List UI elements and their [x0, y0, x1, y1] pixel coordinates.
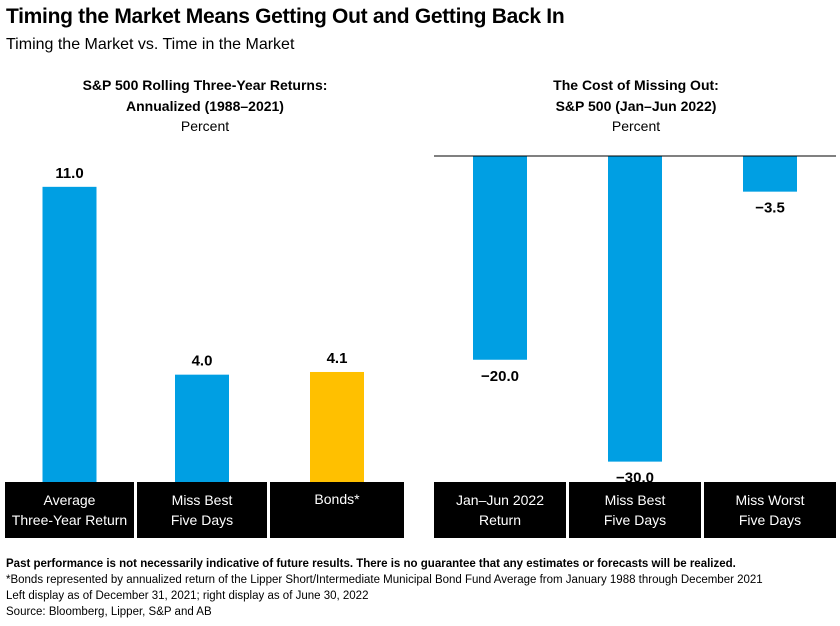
left-category-label: Five Days [171, 512, 233, 528]
left-value-label: 4.0 [192, 353, 213, 370]
left-panel-title: S&P 500 Rolling Three-Year Returns: Annu… [0, 75, 410, 117]
left-panel-title-line-1: S&P 500 Rolling Three-Year Returns: [82, 77, 328, 93]
right-value-label: −3.5 [755, 200, 785, 217]
right-category-label: Miss Best [605, 492, 666, 508]
left-panel-title-line-2: Annualized (1988–2021) [126, 98, 284, 114]
right-category-label: Miss Worst [736, 492, 805, 508]
right-category-cell [434, 482, 566, 538]
right-value-label: −20.0 [481, 368, 519, 385]
right-category-cell [569, 482, 701, 538]
right-category-label: Five Days [604, 512, 666, 528]
left-bar [310, 371, 364, 482]
bonds-footnote: *Bonds represented by annualized return … [6, 574, 763, 586]
right-bar [743, 156, 797, 192]
right-category-label: Jan–Jun 2022 [456, 492, 544, 508]
source-note: Source: Bloomberg, Lipper, S&P and AB [6, 606, 212, 618]
left-bar [175, 374, 229, 482]
right-category-label: Return [479, 512, 521, 528]
left-category-label: Miss Best [172, 492, 233, 508]
left-category-cell [270, 482, 404, 538]
left-category-label: Average [44, 492, 96, 508]
left-bar [42, 186, 97, 483]
right-panel-title-line-2: S&P 500 (Jan–Jun 2022) [555, 98, 717, 114]
disclaimer-note: Past performance is not necessarily indi… [6, 558, 736, 570]
left-category-label: Three-Year Return [12, 512, 127, 528]
right-value-label: −30.0 [616, 470, 654, 487]
right-bar [473, 156, 527, 360]
right-category-label: Five Days [739, 512, 801, 528]
chart-title: Timing the Market Means Getting Out and … [6, 5, 565, 28]
left-panel-unit: Percent [180, 118, 230, 134]
right-panel-title: The Cost of Missing Out: S&P 500 (Jan–Ju… [434, 75, 838, 117]
display-date-note: Left display as of December 31, 2021; ri… [6, 590, 369, 602]
left-value-label: 11.0 [55, 165, 83, 182]
left-value-label: 4.1 [327, 350, 348, 367]
right-panel-title-line-1: The Cost of Missing Out: [553, 77, 719, 93]
right-category-cell [704, 482, 836, 538]
chart-subtitle: Timing the Market vs. Time in the Market [6, 36, 295, 53]
left-category-label: Bonds* [314, 491, 360, 507]
right-bar [608, 156, 662, 462]
right-panel-unit: Percent [611, 118, 661, 134]
left-category-cell [5, 482, 134, 538]
left-category-cell [137, 482, 267, 538]
